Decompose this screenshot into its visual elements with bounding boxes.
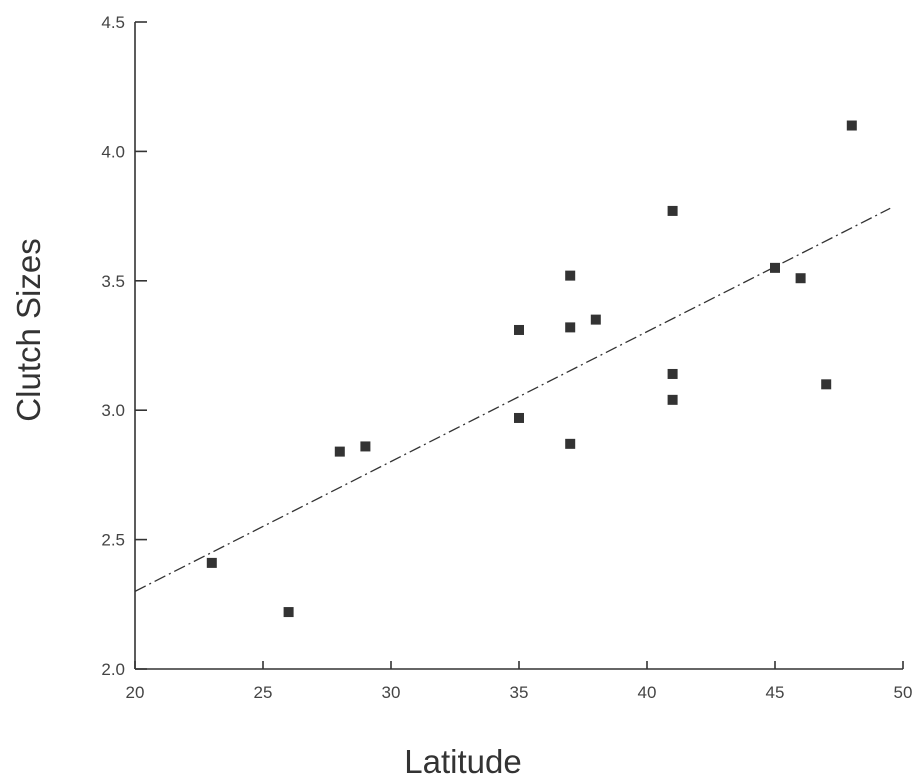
x-tick-label: 50 bbox=[894, 683, 913, 702]
x-tick-label: 25 bbox=[254, 683, 273, 702]
data-point bbox=[565, 270, 576, 281]
data-point bbox=[360, 441, 371, 452]
x-tick-label: 40 bbox=[638, 683, 657, 702]
data-point bbox=[514, 412, 524, 423]
y-tick-label: 4.0 bbox=[101, 142, 125, 161]
y-tick-label: 3.0 bbox=[101, 401, 125, 420]
data-point bbox=[667, 205, 678, 216]
data-point bbox=[770, 262, 780, 273]
data-point bbox=[565, 438, 576, 449]
y-tick-label: 2.0 bbox=[101, 660, 125, 679]
x-axis: 20 25 30 35 40 45 50 bbox=[126, 661, 913, 702]
x-tick-label: 20 bbox=[126, 683, 145, 702]
y-tick-label: 3.5 bbox=[101, 272, 125, 291]
trend-line bbox=[134, 207, 891, 592]
data-point bbox=[795, 273, 806, 284]
y-tick-label: 4.5 bbox=[101, 13, 125, 32]
y-axis: 2.0 2.5 3.0 3.5 4.0 4.5 bbox=[101, 13, 147, 679]
y-tick-label: 2.5 bbox=[101, 531, 125, 550]
x-tick-label: 45 bbox=[766, 683, 785, 702]
data-points bbox=[206, 120, 857, 618]
x-tick-label: 30 bbox=[382, 683, 401, 702]
data-point bbox=[821, 379, 832, 390]
data-point bbox=[565, 322, 576, 333]
data-point bbox=[334, 446, 345, 457]
trend-line-layer bbox=[134, 207, 891, 592]
data-point bbox=[667, 394, 678, 405]
x-tick-label: 35 bbox=[510, 683, 529, 702]
data-point bbox=[514, 324, 524, 335]
y-axis-title: Clutch Sizes bbox=[10, 238, 47, 421]
data-point bbox=[846, 120, 857, 131]
data-point bbox=[283, 607, 294, 618]
data-point bbox=[667, 368, 678, 379]
data-point bbox=[590, 314, 601, 325]
x-axis-title: Latitude bbox=[404, 743, 521, 780]
data-point bbox=[206, 557, 217, 568]
